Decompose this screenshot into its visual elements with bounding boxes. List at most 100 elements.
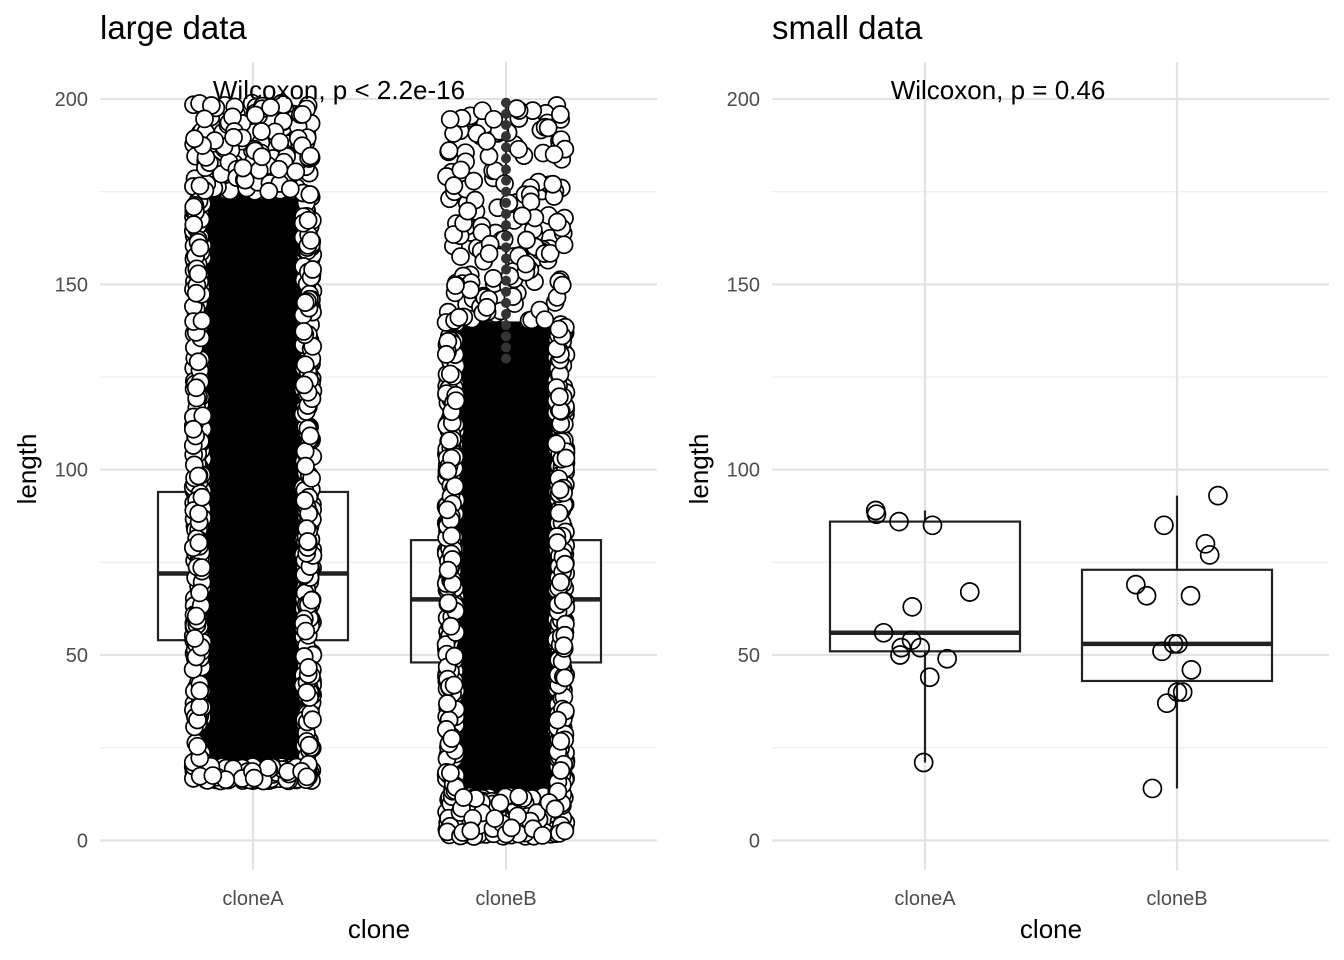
data-point	[509, 787, 529, 806]
data-point	[553, 591, 573, 611]
data-point	[190, 681, 210, 701]
data-point	[454, 788, 473, 807]
outlier-point	[501, 120, 511, 131]
data-point	[1181, 660, 1202, 680]
data-point	[301, 146, 320, 166]
data-point	[442, 526, 461, 546]
data-point	[195, 109, 214, 129]
data-point	[438, 593, 458, 613]
data-point	[490, 793, 510, 813]
data-point	[556, 448, 576, 468]
outlier-point	[501, 231, 511, 242]
data-point	[293, 105, 312, 124]
data-point	[296, 621, 316, 641]
data-point	[444, 176, 464, 195]
outlier-point	[501, 242, 511, 253]
data-point	[507, 99, 527, 118]
data-point	[512, 206, 532, 226]
data-point	[188, 736, 207, 756]
y-tick-label: 100	[55, 460, 88, 482]
outlier-point	[501, 186, 511, 197]
data-point	[533, 826, 552, 845]
data-point	[509, 139, 528, 159]
data-point	[937, 648, 957, 669]
data-point	[261, 98, 280, 117]
data-point	[298, 532, 318, 551]
outlier-point	[501, 208, 511, 219]
data-point	[544, 144, 564, 164]
data-point	[479, 244, 499, 263]
data-point	[865, 500, 886, 521]
data-point	[484, 109, 504, 129]
data-point	[554, 235, 574, 255]
data-point	[548, 710, 567, 730]
data-point	[300, 426, 320, 446]
data-point	[270, 132, 290, 152]
y-axis-title: length	[12, 434, 42, 505]
data-point	[913, 752, 934, 773]
data-point	[1154, 515, 1174, 536]
outlier-point	[501, 197, 511, 208]
data-point	[190, 583, 209, 603]
plot-marks	[828, 485, 1274, 799]
plot-marks	[156, 93, 603, 846]
data-point	[185, 629, 205, 648]
outlier-point	[501, 320, 511, 331]
data-point	[543, 174, 563, 194]
data-point	[549, 319, 569, 339]
outlier-point	[501, 108, 511, 119]
x-axis-title: clone	[348, 914, 410, 944]
data-point	[517, 230, 536, 250]
outlier-point	[501, 131, 511, 142]
outlier-point	[501, 286, 511, 297]
data-point	[446, 391, 466, 411]
data-point	[1168, 634, 1188, 654]
outlier-point	[501, 353, 511, 364]
data-point	[445, 646, 464, 666]
data-point	[188, 352, 208, 372]
y-tick-label: 50	[66, 645, 88, 667]
data-point	[438, 500, 457, 520]
data-point	[1180, 585, 1201, 606]
data-point	[190, 238, 210, 258]
data-point	[188, 466, 208, 486]
data-point	[555, 668, 575, 688]
data-point	[552, 275, 572, 295]
data-point	[1172, 682, 1193, 702]
data-point	[1195, 533, 1216, 554]
data-point	[252, 147, 272, 167]
data-point	[551, 731, 571, 751]
data-point	[551, 761, 571, 780]
grid	[772, 62, 1329, 870]
box	[1080, 568, 1274, 683]
data-point	[193, 406, 213, 426]
data-point	[1199, 545, 1220, 565]
data-point	[555, 821, 575, 841]
data-point	[461, 821, 481, 841]
outlier-point	[501, 264, 511, 275]
outlier-point	[501, 175, 511, 186]
data-point	[1156, 693, 1177, 714]
data-point	[889, 511, 909, 532]
outlier-point	[501, 275, 511, 286]
data-point	[901, 630, 922, 651]
data-point	[295, 355, 315, 375]
data-point	[259, 182, 279, 201]
outlier-point	[501, 164, 511, 175]
data-point	[1167, 682, 1188, 702]
data-point	[303, 710, 322, 730]
data-point	[546, 434, 566, 454]
data-point	[439, 141, 459, 160]
y-tick-label: 50	[738, 645, 760, 667]
data-point	[483, 268, 503, 288]
data-point	[1125, 574, 1146, 595]
data-point	[186, 606, 206, 626]
x-tick-label: cloneA	[222, 888, 284, 910]
data-point	[502, 818, 521, 838]
data-point	[439, 431, 459, 450]
y-tick-label: 150	[727, 274, 760, 296]
x-axis-title: clone	[1020, 914, 1082, 944]
x-tick-label: cloneB	[475, 888, 536, 910]
data-point	[184, 197, 204, 217]
